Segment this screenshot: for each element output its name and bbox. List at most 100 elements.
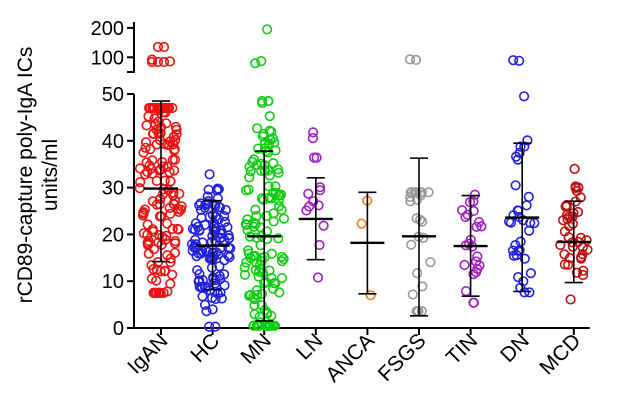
data-point [211, 185, 222, 196]
data-point [425, 257, 436, 268]
data-point [134, 183, 145, 194]
y-tick-label: 10 [102, 271, 124, 293]
data-point [417, 281, 428, 292]
data-point-outlier [152, 41, 164, 53]
data-point [249, 309, 260, 320]
data-point [476, 221, 487, 232]
y-tick-label: 100 [91, 47, 124, 69]
data-point [278, 213, 290, 224]
data-point-outlier [250, 58, 261, 69]
data-point [573, 182, 584, 193]
data-point [207, 304, 218, 315]
data-point [303, 188, 314, 199]
data-point [253, 143, 264, 154]
data-point [213, 184, 224, 195]
data-point [308, 196, 319, 207]
data-point [142, 229, 153, 240]
data-point [190, 239, 201, 250]
data-point [173, 224, 184, 235]
data-point [142, 166, 153, 177]
data-point [256, 300, 267, 311]
data-point [214, 261, 225, 272]
data-point [240, 185, 252, 196]
data-point [241, 257, 252, 268]
data-point [165, 208, 176, 219]
data-point [168, 131, 179, 142]
x-tick-label: IgAN [123, 329, 172, 378]
data-point [244, 172, 255, 183]
data-point [244, 290, 255, 301]
data-point [256, 263, 267, 274]
data-point [308, 127, 319, 138]
data-point [270, 181, 281, 192]
data-point [197, 246, 208, 257]
data-point [411, 213, 422, 224]
mean-sd-bars [144, 100, 591, 322]
data-point [257, 95, 268, 107]
data-point [222, 222, 233, 233]
data-point [262, 233, 273, 245]
data-point [318, 220, 329, 231]
data-point [266, 310, 277, 321]
data-point [562, 214, 573, 225]
data-point [148, 226, 159, 237]
data-point [410, 187, 422, 198]
data-point [171, 129, 182, 140]
data-point [155, 266, 166, 277]
data-point [524, 287, 535, 298]
data-point [149, 113, 160, 124]
data-point [460, 286, 472, 297]
data-point [164, 202, 175, 213]
x-tick-label: LN [292, 329, 327, 364]
data-point [248, 251, 259, 262]
data-point [507, 245, 519, 256]
data-point [170, 236, 181, 247]
data-point [510, 180, 521, 191]
data-point [307, 133, 319, 144]
data-point [147, 168, 158, 179]
data-point [276, 204, 287, 215]
data-point [515, 236, 526, 247]
data-point [155, 135, 166, 146]
x-tick-label: DN [496, 329, 534, 367]
data-point [562, 259, 574, 270]
data-point [213, 214, 224, 225]
data-point [248, 154, 259, 165]
data-point [146, 273, 157, 284]
y-tick-label: 20 [102, 224, 124, 246]
data-point [135, 177, 146, 188]
data-point [242, 214, 253, 225]
data-point [169, 165, 180, 176]
data-point [150, 118, 161, 130]
data-points [134, 24, 593, 332]
data-point [141, 157, 152, 168]
data-point [468, 297, 479, 308]
data-point [149, 287, 160, 299]
data-point [257, 131, 269, 142]
data-point [187, 223, 199, 234]
data-point [581, 235, 592, 246]
data-point [162, 250, 173, 261]
data-point [140, 169, 151, 180]
x-tick-label: ANCA [321, 329, 379, 387]
data-point [525, 268, 537, 279]
data-point [417, 216, 428, 227]
data-point [157, 189, 168, 200]
data-point [278, 253, 289, 264]
data-point [508, 250, 519, 261]
data-point [561, 209, 573, 221]
y-tick-label: 200 [91, 18, 124, 40]
x-tick-label: HC [186, 329, 224, 367]
data-point [260, 276, 271, 288]
data-point [239, 262, 250, 273]
data-point [192, 265, 203, 276]
data-point [273, 195, 284, 206]
data-point [311, 152, 322, 163]
data-point [239, 269, 251, 280]
data-point [406, 187, 417, 198]
data-point [276, 251, 288, 262]
data-point [522, 135, 533, 146]
data-point [273, 190, 285, 201]
data-point [471, 221, 482, 232]
